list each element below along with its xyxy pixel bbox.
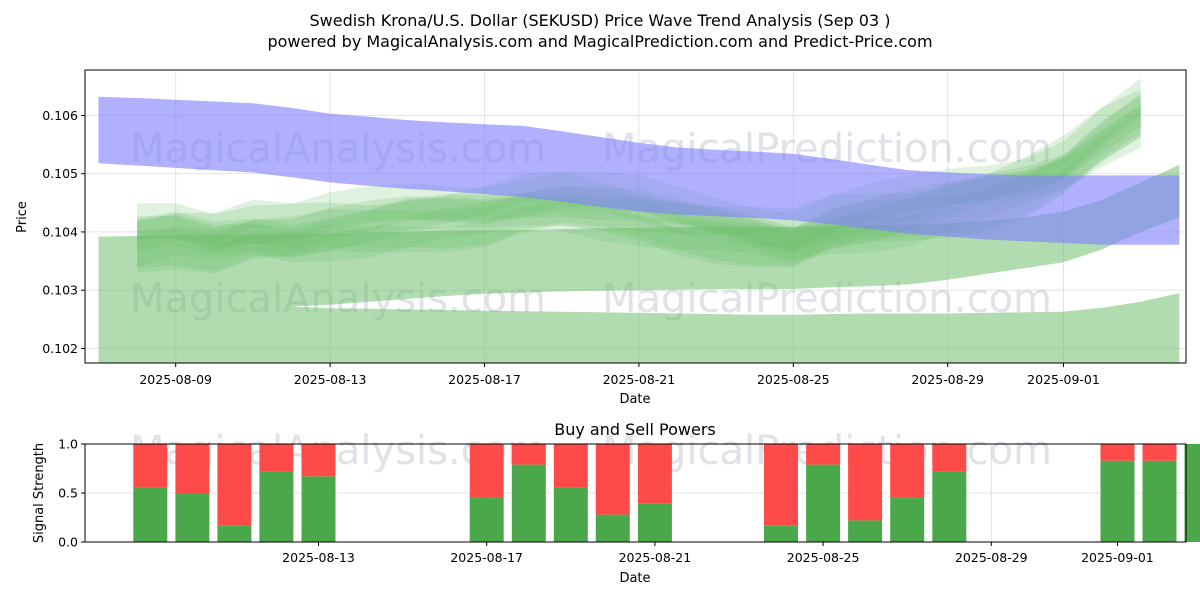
price-bands	[98, 78, 1180, 363]
price-y-ticks: 0.102 0.103 0.104 0.105 0.106	[42, 108, 85, 356]
sell-bar	[175, 444, 210, 493]
price-x-tick-label: 2025-08-25	[757, 372, 830, 387]
buy-bar	[511, 464, 546, 542]
sell-bar	[133, 444, 168, 488]
buy-bar	[1184, 444, 1200, 542]
sell-bar	[848, 444, 883, 521]
price-y-tick-label: 0.106	[42, 108, 78, 123]
price-y-tick-label: 0.103	[42, 283, 78, 298]
price-x-axis-label: Date	[619, 392, 650, 407]
chart-title-line1: Swedish Krona/U.S. Dollar (SEKUSD) Price…	[310, 11, 891, 30]
price-y-tick-label: 0.105	[42, 166, 78, 181]
power-x-tick-label: 2025-08-13	[282, 550, 355, 565]
power-title: Buy and Sell Powers	[554, 420, 716, 439]
price-x-tick-label: 2025-09-01	[1027, 372, 1100, 387]
power-x-tick-label: 2025-08-25	[787, 550, 860, 565]
price-panel: MagicalAnalysis.com MagicalPrediction.co…	[15, 69, 1187, 407]
buy-bar	[595, 514, 630, 542]
buy-bar	[1142, 460, 1177, 542]
sell-bar	[259, 444, 294, 472]
price-y-tick-label: 0.102	[42, 341, 78, 356]
sell-bar	[469, 444, 504, 498]
buy-bar	[301, 476, 336, 542]
sell-bar	[764, 444, 798, 526]
power-x-axis-label: Date	[619, 571, 650, 586]
price-x-tick-label: 2025-08-29	[911, 372, 984, 387]
power-y-tick-label: 0.5	[58, 486, 78, 501]
power-x-tick-label: 2025-09-01	[1081, 550, 1154, 565]
buy-bar	[469, 497, 504, 542]
power-y-tick-label: 0.0	[58, 535, 78, 550]
price-x-tick-label: 2025-08-21	[603, 372, 676, 387]
power-x-ticks: 2025-08-13 2025-08-17 2025-08-21 2025-08-25…	[282, 542, 1154, 565]
price-x-ticks: 2025-08-09 2025-08-13 2025-08-17 2025-08-21…	[139, 363, 1100, 387]
price-plot-frame	[84, 69, 1187, 364]
buy-bar	[806, 464, 841, 542]
power-x-tick-label: 2025-08-21	[619, 550, 692, 565]
price-y-tick-label: 0.104	[42, 224, 78, 239]
buy-bar	[637, 503, 672, 542]
price-x-tick-label: 2025-08-13	[294, 372, 367, 387]
sell-bar	[1100, 444, 1135, 461]
power-x-tick-label: 2025-08-29	[955, 550, 1028, 565]
buy-bar	[848, 520, 883, 542]
buy-bar	[1100, 460, 1135, 542]
buy-bar	[175, 493, 210, 542]
buy-bar	[553, 487, 588, 542]
buy-bar	[259, 471, 294, 542]
power-y-tick-label: 1.0	[58, 437, 78, 452]
price-x-tick-label: 2025-08-17	[448, 372, 521, 387]
sell-bar	[595, 444, 630, 515]
buy-bar	[890, 497, 925, 542]
sell-bar	[890, 444, 925, 498]
sell-bar	[511, 444, 546, 465]
power-panel: Buy and Sell Powers MagicalAnalysis.com …	[32, 420, 1200, 586]
buy-bar	[764, 525, 798, 542]
buy-bar	[217, 525, 252, 542]
sell-bar	[301, 444, 336, 477]
sell-bar	[637, 444, 672, 504]
green-wave-strand	[137, 111, 1141, 274]
sell-bar	[217, 444, 252, 526]
sell-bar	[806, 444, 841, 465]
green-wide-band	[98, 164, 1180, 308]
power-y-axis-label: Signal Strength	[32, 443, 47, 543]
buy-bar	[932, 471, 967, 542]
buy-bar	[133, 487, 168, 542]
power-x-tick-label: 2025-08-17	[450, 550, 523, 565]
price-x-tick-label: 2025-08-09	[139, 372, 212, 387]
sell-bar	[1142, 444, 1177, 461]
price-y-axis-label: Price	[15, 201, 30, 233]
sell-bar	[932, 444, 967, 472]
green-lower-band	[98, 293, 1180, 363]
sell-bar	[553, 444, 588, 488]
power-bars	[133, 444, 1200, 542]
power-y-ticks: 0.0 0.5 1.0	[58, 437, 85, 550]
chart-title-line2: powered by MagicalAnalysis.com and Magic…	[267, 32, 932, 51]
blue-trend-band	[98, 96, 1180, 245]
